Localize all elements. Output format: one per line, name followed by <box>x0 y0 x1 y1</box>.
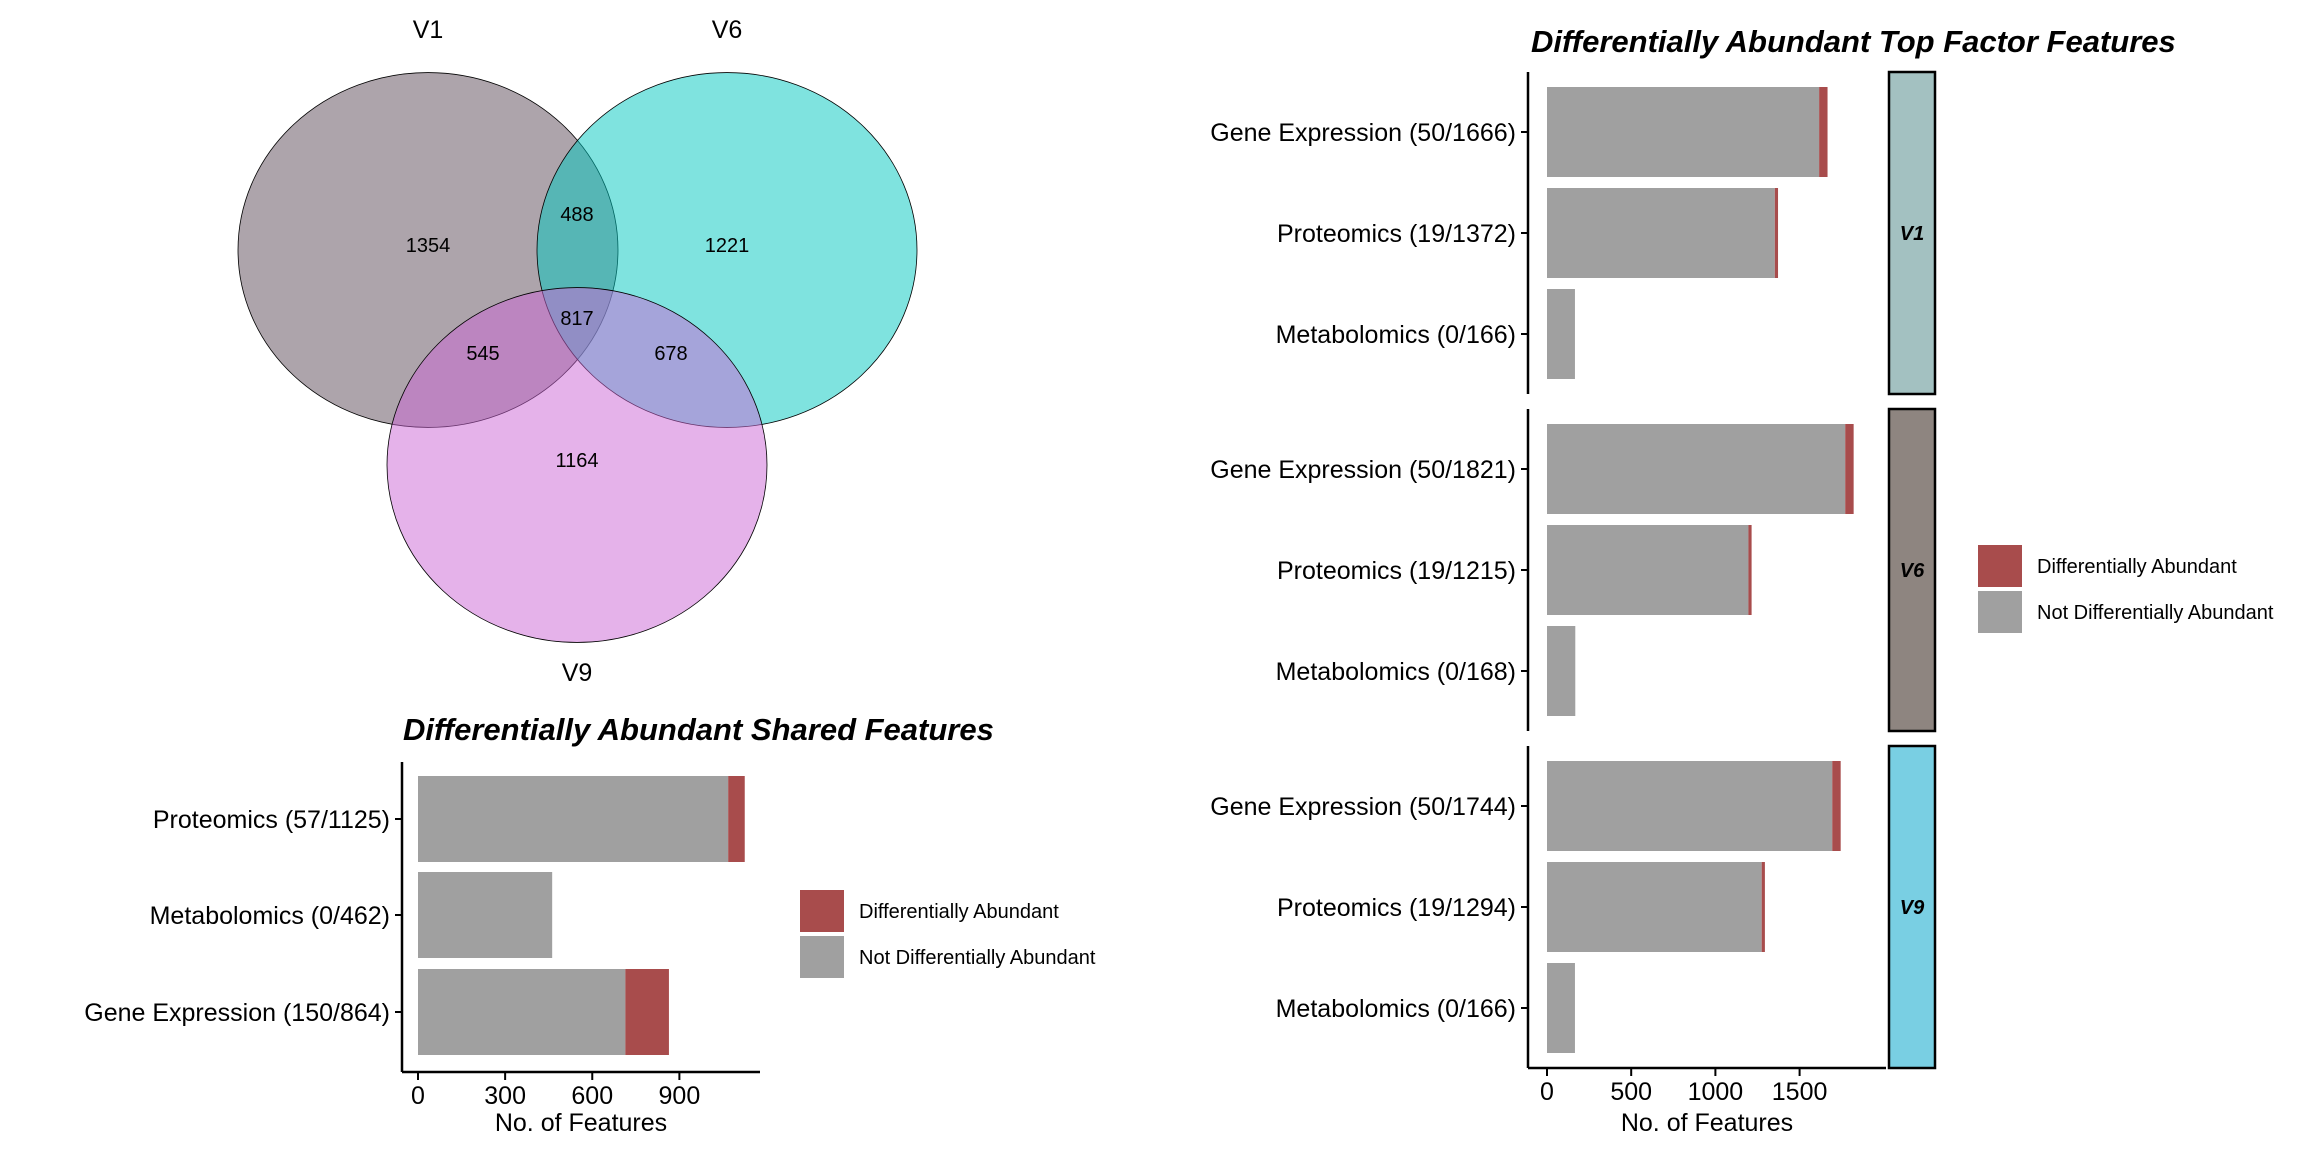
shared-legend-label-not-differentially-abundant: Not Differentially Abundant <box>859 947 1096 969</box>
topfactor-legend-key-differentially-abundant <box>1978 545 2022 587</box>
topfactor-category-label-metabolomics-0-166: Metabolomics (0/166) <box>1276 321 1516 349</box>
topfactor-bar-diff-v1-proteomics-19-1372 <box>1774 188 1779 278</box>
shared-category-label-metabolomics-0-462: Metabolomics (0/462) <box>150 902 390 930</box>
shared-category-label-proteomics-57-1125: Proteomics (57/1125) <box>153 806 390 834</box>
topfactor-bar-notdiff-v9-proteomics-19-1294 <box>1547 862 1762 952</box>
topfactor-x-axis-title: No. of Features <box>1621 1109 1793 1137</box>
venn-region-count-v9: 1164 <box>555 450 598 472</box>
shared-bar-notdiff-gene-expression-150-864 <box>418 969 626 1055</box>
venn-region-count-v1-v6-v9: 817 <box>560 308 593 330</box>
venn-set-label-v1: V1 <box>413 16 444 44</box>
shared-bar-notdiff-proteomics-57-1125 <box>418 776 729 862</box>
topfactor-bar-diff-v1-gene-expression-50-1666 <box>1819 87 1828 177</box>
shared-x-axis-title: No. of Features <box>495 1109 667 1137</box>
topfactor-xtick-label: 1500 <box>1772 1078 1828 1106</box>
shared-xtick-label: 0 <box>411 1082 425 1110</box>
topfactor-category-label-gene-expression-50-1744: Gene Expression (50/1744) <box>1210 793 1516 821</box>
topfactor-facet-strip-v6 <box>1887 407 1937 733</box>
topfactor-xtick-label: 1000 <box>1688 1078 1744 1106</box>
topfactor-bar-notdiff-v6-proteomics-19-1215 <box>1547 525 1749 615</box>
topfactor-bar-diff-v6-proteomics-19-1215 <box>1748 525 1752 615</box>
shared-category-label-gene-expression-150-864: Gene Expression (150/864) <box>84 999 390 1027</box>
topfactor-legend-key-not-differentially-abundant <box>1978 591 2022 633</box>
topfactor-bar-diff-v9-gene-expression-50-1744 <box>1832 761 1841 851</box>
topfactor-bar-diff-v9-proteomics-19-1294 <box>1761 862 1765 952</box>
topfactor-bar-notdiff-v9-metabolomics-0-166 <box>1547 963 1575 1053</box>
venn-region-count-v1-v9: 545 <box>466 343 499 365</box>
venn-set-label-v6: V6 <box>712 16 743 44</box>
topfactor-legend-label-differentially-abundant: Differentially Abundant <box>2037 556 2237 578</box>
venn-region-count-v1-v6: 488 <box>560 204 593 226</box>
venn-region-count-v6: 1221 <box>705 235 750 257</box>
venn-circle-v9 <box>386 287 768 643</box>
venn-diagram: V1 V6 V9 1354 1221 1164 488 545 678 817 <box>237 16 918 687</box>
topfactor-bar-notdiff-v1-proteomics-19-1372 <box>1547 188 1775 278</box>
topfactor-category-label-gene-expression-50-1821: Gene Expression (50/1821) <box>1210 456 1516 484</box>
shared-legend-label-differentially-abundant: Differentially Abundant <box>859 901 1059 923</box>
venn-region-count-v1: 1354 <box>406 235 451 257</box>
topfactor-category-label-gene-expression-50-1666: Gene Expression (50/1666) <box>1210 119 1516 147</box>
venn-set-label-v9: V9 <box>562 659 593 687</box>
topfactor-chart-title: Differentially Abundant Top Factor Featu… <box>1531 24 2176 59</box>
topfactor-facet-label-v9: V9 <box>1900 897 1925 919</box>
topfactor-facet-label-v1: V1 <box>1900 223 1924 245</box>
topfactor-bar-notdiff-v6-metabolomics-0-168 <box>1547 626 1576 716</box>
shared-xtick-label: 300 <box>484 1082 526 1110</box>
topfactor-facet-strip-v1 <box>1887 70 1937 396</box>
topfactor-bar-notdiff-v6-gene-expression-50-1821 <box>1547 424 1846 514</box>
topfactor-legend-label-not-differentially-abundant: Not Differentially Abundant <box>2037 602 2274 624</box>
top-factor-features-chart: Differentially Abundant Top Factor Featu… <box>1210 24 2274 1137</box>
topfactor-bar-diff-v6-gene-expression-50-1821 <box>1845 424 1854 514</box>
shared-bar-notdiff-metabolomics-0-462 <box>418 872 553 958</box>
topfactor-bar-notdiff-v1-metabolomics-0-166 <box>1547 289 1575 379</box>
venn-region-count-v6-v9: 678 <box>654 343 687 365</box>
shared-bar-diff-proteomics-57-1125 <box>728 776 745 862</box>
shared-xtick-label: 900 <box>659 1082 701 1110</box>
shared-legend-key-differentially-abundant <box>800 890 844 932</box>
topfactor-category-label-metabolomics-0-168: Metabolomics (0/168) <box>1276 658 1516 686</box>
shared-features-chart: Differentially Abundant Shared Features P… <box>84 712 1096 1137</box>
topfactor-bar-notdiff-v9-gene-expression-50-1744 <box>1547 761 1833 851</box>
topfactor-xtick-label: 500 <box>1610 1078 1652 1106</box>
topfactor-facet-strip-v9 <box>1887 744 1937 1070</box>
topfactor-category-label-metabolomics-0-166: Metabolomics (0/166) <box>1276 995 1516 1023</box>
shared-xtick-label: 600 <box>571 1082 613 1110</box>
shared-legend-key-not-differentially-abundant <box>800 936 844 978</box>
shared-bar-diff-gene-expression-150-864 <box>625 969 669 1055</box>
shared-chart-title: Differentially Abundant Shared Features <box>403 712 994 747</box>
topfactor-category-label-proteomics-19-1215: Proteomics (19/1215) <box>1277 557 1516 585</box>
topfactor-xtick-label: 0 <box>1540 1078 1554 1106</box>
topfactor-bar-notdiff-v1-gene-expression-50-1666 <box>1547 87 1820 177</box>
topfactor-category-label-proteomics-19-1372: Proteomics (19/1372) <box>1277 220 1516 248</box>
topfactor-category-label-proteomics-19-1294: Proteomics (19/1294) <box>1277 894 1516 922</box>
topfactor-facet-label-v6: V6 <box>1900 560 1925 582</box>
